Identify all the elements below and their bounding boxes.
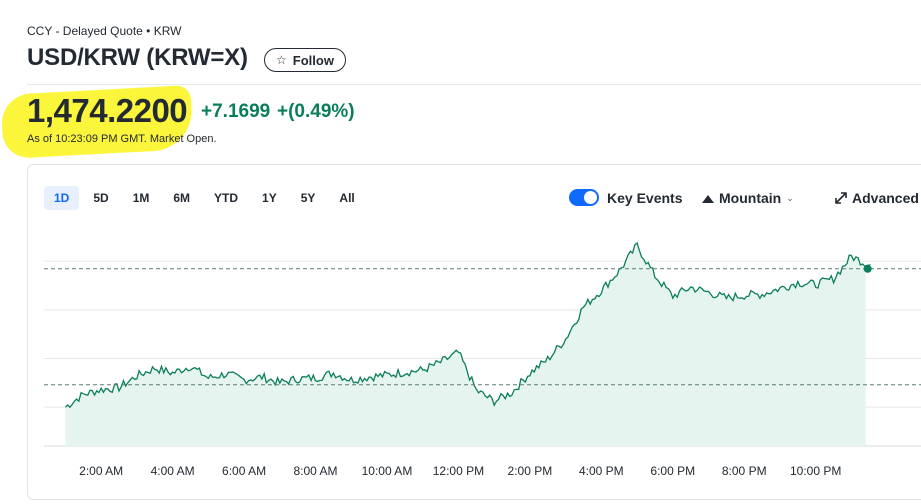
range-tab-5d[interactable]: 5D <box>93 191 109 205</box>
chart-type-label: Mountain <box>719 190 782 206</box>
advanced-chart-button[interactable]: Advanced <box>835 190 919 206</box>
current-price: 1,474.2200 <box>27 92 188 129</box>
follow-button[interactable]: ☆ Follow <box>264 48 346 72</box>
x-tick-label: 2:00 AM <box>79 464 123 478</box>
x-tick-label: 6:00 AM <box>222 464 266 478</box>
follow-label: Follow <box>292 52 334 68</box>
last-price-dot <box>863 264 872 273</box>
range-tab-ytd[interactable]: YTD <box>214 191 239 205</box>
key-events-control: Key Events <box>569 189 682 206</box>
mountain-icon <box>702 194 714 203</box>
header-divider <box>27 84 921 85</box>
quote-timestamp: As of 10:23:09 PM GMT. Market Open. <box>27 133 217 145</box>
range-selector: 1D 5D 1M 6M YTD 1Y 5Y All <box>44 186 365 210</box>
reference-lines <box>44 268 921 386</box>
breadcrumb: CCY - Delayed Quote • KRW <box>27 24 182 38</box>
price-change-percent: +(0.49%) <box>277 101 355 122</box>
x-tick-label: 10:00 PM <box>790 464 841 478</box>
price-area <box>65 243 870 446</box>
x-tick-label: 8:00 PM <box>722 464 767 478</box>
chart-type-dropdown[interactable]: Mountain ⌄ <box>702 190 794 206</box>
x-tick-label: 4:00 PM <box>579 464 624 478</box>
range-tab-1m[interactable]: 1M <box>132 191 150 205</box>
advanced-label: Advanced <box>852 190 919 206</box>
key-events-label: Key Events <box>607 189 683 206</box>
range-tab-1y[interactable]: 1Y <box>262 191 277 205</box>
chevron-down-icon: ⌄ <box>786 192 794 203</box>
x-tick-label: 6:00 PM <box>650 464 695 478</box>
range-tab-5y[interactable]: 5Y <box>300 191 316 205</box>
x-tick-label: 2:00 PM <box>508 464 553 478</box>
key-events-toggle[interactable] <box>569 189 599 206</box>
x-tick-label: 4:00 AM <box>151 464 195 478</box>
price-change: +7.1699 <box>201 101 271 122</box>
x-tick-label: 8:00 AM <box>294 464 338 478</box>
price-line <box>64 241 872 409</box>
x-axis: 2:00 AM 4:00 AM 6:00 AM 8:00 AM 10:00 AM 12:0… <box>79 464 841 478</box>
range-tab-1d[interactable]: 1D <box>44 186 80 210</box>
star-icon: ☆ <box>276 53 287 67</box>
range-tab-6m[interactable]: 6M <box>173 191 191 205</box>
range-tab-all[interactable]: All <box>339 191 355 205</box>
toggle-knob <box>584 191 597 204</box>
x-tick-label: 12:00 PM <box>433 464 484 478</box>
page-title: USD/KRW (KRW=X) <box>27 44 248 71</box>
x-tick-label: 10:00 AM <box>362 464 413 478</box>
expand-icon <box>835 192 847 204</box>
